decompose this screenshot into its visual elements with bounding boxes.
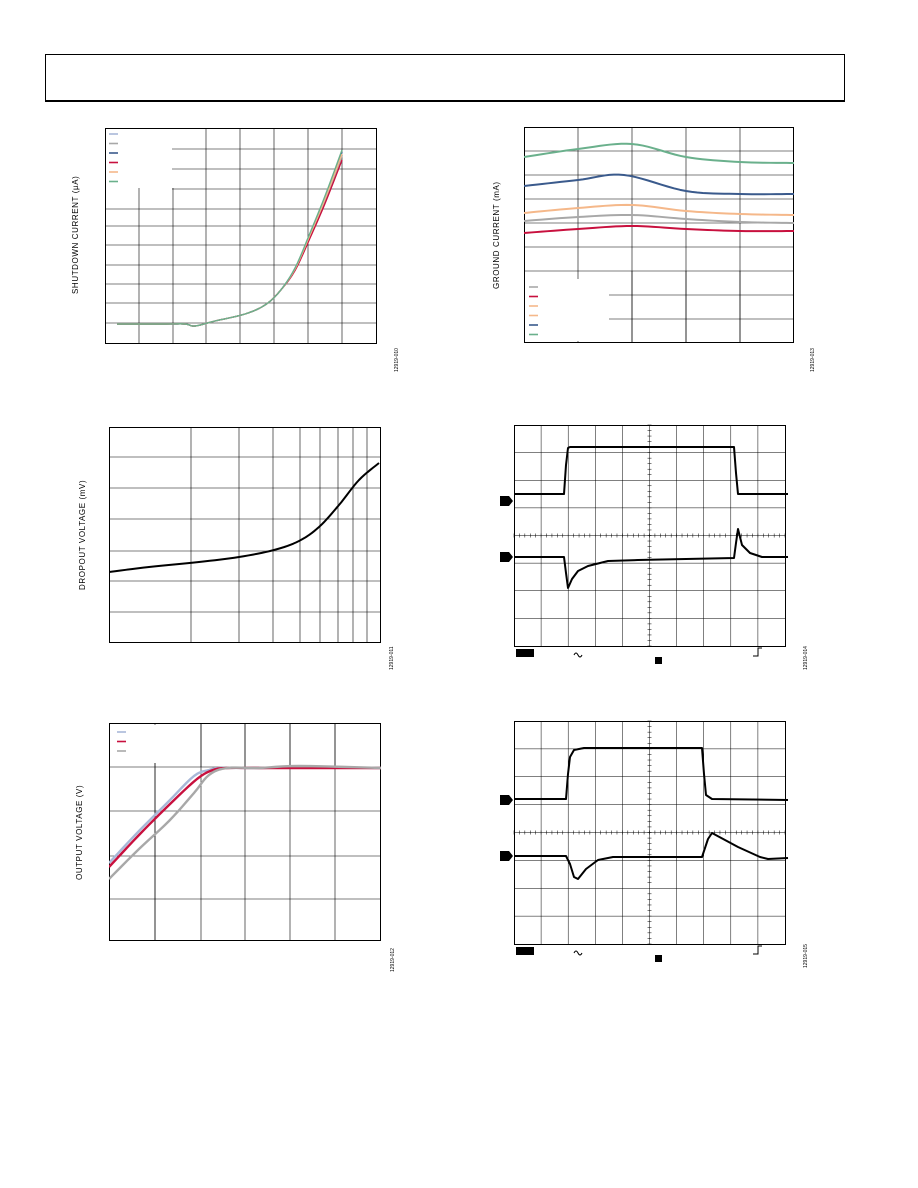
- shutdown-series-line: [117, 149, 343, 327]
- legend-box: [526, 279, 608, 341]
- output-figure-id: 12919-012: [390, 948, 396, 972]
- channel-2-marker: [500, 552, 513, 562]
- scope-trace-channel-2: [514, 528, 788, 589]
- shutdown-current-ylabel: SHUTDOWN CURRENT (µA): [71, 175, 80, 294]
- ground-series-line: [524, 213, 794, 224]
- dropout-voltage-plot: [109, 427, 381, 643]
- rising-edge-trigger-icon: [753, 945, 762, 955]
- ground-series-line: [524, 142, 794, 164]
- trigger-channel-icon: [655, 955, 662, 962]
- output-series-line: [109, 766, 381, 868]
- plot-frame: [109, 427, 381, 643]
- channel-2-marker: [500, 851, 513, 861]
- ac-coupling-icon: [573, 950, 583, 956]
- shutdown-figure-id: 12919-010: [394, 348, 400, 372]
- ground-series-line: [524, 225, 794, 234]
- dropout-figure-id: 12919-011: [389, 646, 395, 670]
- ground-current-plot: [524, 127, 794, 343]
- output-series-line: [109, 764, 381, 880]
- ground-figure-id: 12919-013: [810, 348, 816, 372]
- channel-1-marker: [500, 496, 513, 506]
- scope-screen: [514, 721, 786, 945]
- scope2-figure-id: 12919-015: [803, 944, 809, 968]
- ac-coupling-icon: [573, 652, 583, 658]
- scope-screen: [514, 425, 786, 647]
- trigger-channel-icon: [655, 657, 662, 664]
- shutdown-current-plot: [105, 128, 377, 344]
- legend-box: [111, 725, 199, 763]
- channel-badge-icon: [516, 649, 534, 657]
- ground-series-line: [524, 203, 794, 216]
- scope1-figure-id: 12919-014: [803, 646, 809, 670]
- dropout-voltage-ylabel: DROPOUT VOLTAGE (mV): [78, 479, 87, 590]
- page-header-box: [45, 54, 845, 102]
- channel-badge-icon: [516, 947, 534, 955]
- output-voltage-ylabel: OUTPUT VOLTAGE (V): [75, 784, 84, 880]
- ground-series-line: [524, 173, 794, 196]
- scope-capture-2-plot: [500, 720, 789, 962]
- legend-box: [107, 130, 171, 188]
- scope-trace-channel-1: [514, 747, 789, 801]
- scope-capture-1-plot: [500, 424, 788, 664]
- ground-current-ylabel: GROUND CURRENT (mA): [492, 181, 501, 289]
- output-voltage-plot: [109, 723, 381, 941]
- rising-edge-trigger-icon: [753, 647, 762, 657]
- scope-trace-channel-2: [514, 832, 789, 880]
- scope-trace-channel-1: [514, 446, 788, 495]
- dropout-curve: [109, 462, 380, 573]
- channel-1-marker: [500, 795, 513, 805]
